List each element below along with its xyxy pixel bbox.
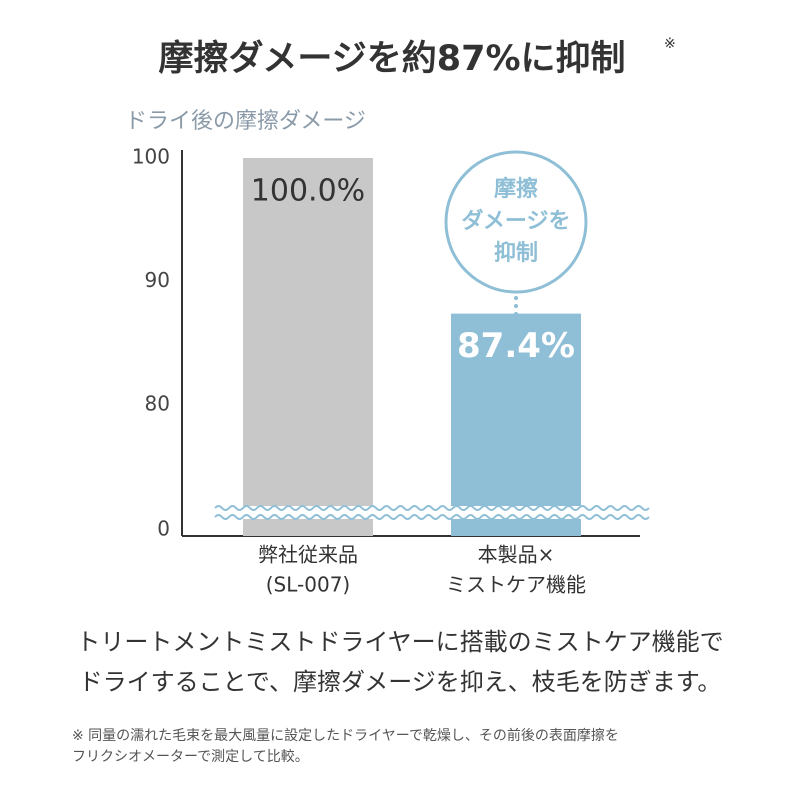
title-note: ※ (664, 36, 676, 52)
bar (451, 313, 581, 536)
value-label: 100.0% (251, 174, 365, 209)
bar (243, 158, 373, 536)
x-tick-label: ミストケア機能 (446, 573, 586, 597)
y-tick-label: 90 (145, 268, 170, 292)
y-tick-label: 100 (132, 145, 170, 169)
footnote: フリクシオメーターで測定して比較。 (72, 749, 309, 765)
y-tick-label: 80 (145, 392, 170, 416)
body-text: トリートメントミストドライヤーに搭載のミストケア機能で (76, 628, 723, 656)
chart-subtitle: ドライ後の摩擦ダメージ (125, 109, 366, 134)
footnote: ※ 同量の濡れた毛束を最大風量に設定したドライヤーで乾燥し、その前後の表面摩擦を (72, 727, 619, 744)
value-label: 87.4% (457, 326, 575, 366)
break-wave (214, 505, 650, 511)
annotation-bubble (444, 150, 588, 294)
x-tick-label: (SL-007) (266, 573, 350, 597)
chart-title: 摩擦ダメージを約87%に抑制 (158, 39, 625, 79)
annotation-text: 摩擦 (494, 176, 538, 202)
annotation-text: ダメージを (462, 208, 571, 234)
x-tick-label: 弊社従来品 (258, 543, 358, 567)
break-wave (214, 514, 650, 520)
y-tick-label: 0 (157, 517, 170, 541)
annotation-text: 抑制 (494, 241, 538, 266)
x-tick-label: 本製品× (478, 543, 555, 567)
body-text: ドライすることで、摩擦ダメージを抑え、枝毛を防ぎます。 (79, 668, 722, 696)
